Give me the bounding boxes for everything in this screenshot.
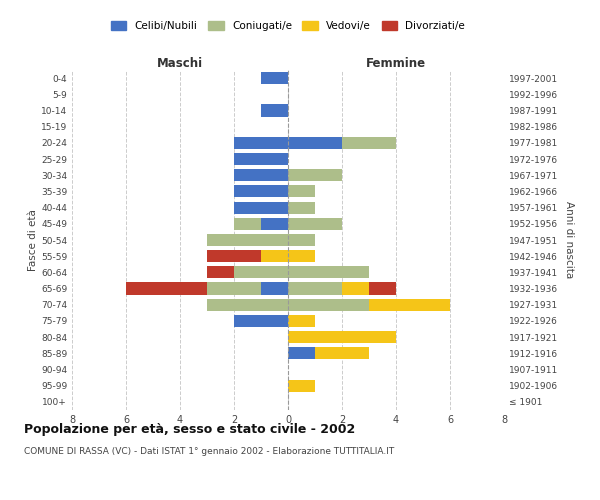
Bar (234, 315, 288, 327)
Bar (234, 153, 288, 165)
Bar (288, 234, 315, 246)
Bar (126, 282, 207, 294)
Bar (261, 282, 288, 294)
Bar (207, 298, 288, 311)
Bar (261, 72, 288, 84)
Y-axis label: Fasce di età: Fasce di età (28, 209, 38, 271)
Bar (288, 266, 369, 278)
Bar (288, 250, 315, 262)
Text: COMUNE DI RASSA (VC) - Dati ISTAT 1° gennaio 2002 - Elaborazione TUTTITALIA.IT: COMUNE DI RASSA (VC) - Dati ISTAT 1° gen… (24, 448, 394, 456)
Bar (234, 266, 288, 278)
Bar (288, 380, 315, 392)
Text: Popolazione per età, sesso e stato civile - 2002: Popolazione per età, sesso e stato civil… (24, 422, 355, 436)
Y-axis label: Anni di nascita: Anni di nascita (563, 202, 574, 278)
Bar (342, 137, 396, 149)
Bar (207, 282, 261, 294)
Bar (288, 186, 315, 198)
Bar (288, 137, 342, 149)
Bar (207, 266, 234, 278)
Bar (315, 348, 369, 360)
Bar (261, 250, 288, 262)
Bar (288, 331, 396, 343)
Bar (234, 137, 288, 149)
Bar (288, 218, 342, 230)
Bar (288, 348, 315, 360)
Text: Femmine: Femmine (366, 57, 426, 70)
Bar (261, 218, 288, 230)
Bar (234, 202, 288, 213)
Bar (288, 315, 315, 327)
Bar (234, 218, 261, 230)
Text: Maschi: Maschi (157, 57, 203, 70)
Bar (261, 104, 288, 117)
Bar (234, 169, 288, 181)
Bar (288, 282, 342, 294)
Legend: Celibi/Nubili, Coniugati/e, Vedovi/e, Divorziati/e: Celibi/Nubili, Coniugati/e, Vedovi/e, Di… (111, 21, 465, 31)
Bar (288, 298, 369, 311)
Bar (207, 234, 288, 246)
Bar (369, 282, 396, 294)
Bar (288, 202, 315, 213)
Bar (369, 298, 450, 311)
Bar (288, 169, 342, 181)
Bar (207, 250, 261, 262)
Bar (234, 186, 288, 198)
Bar (342, 282, 369, 294)
